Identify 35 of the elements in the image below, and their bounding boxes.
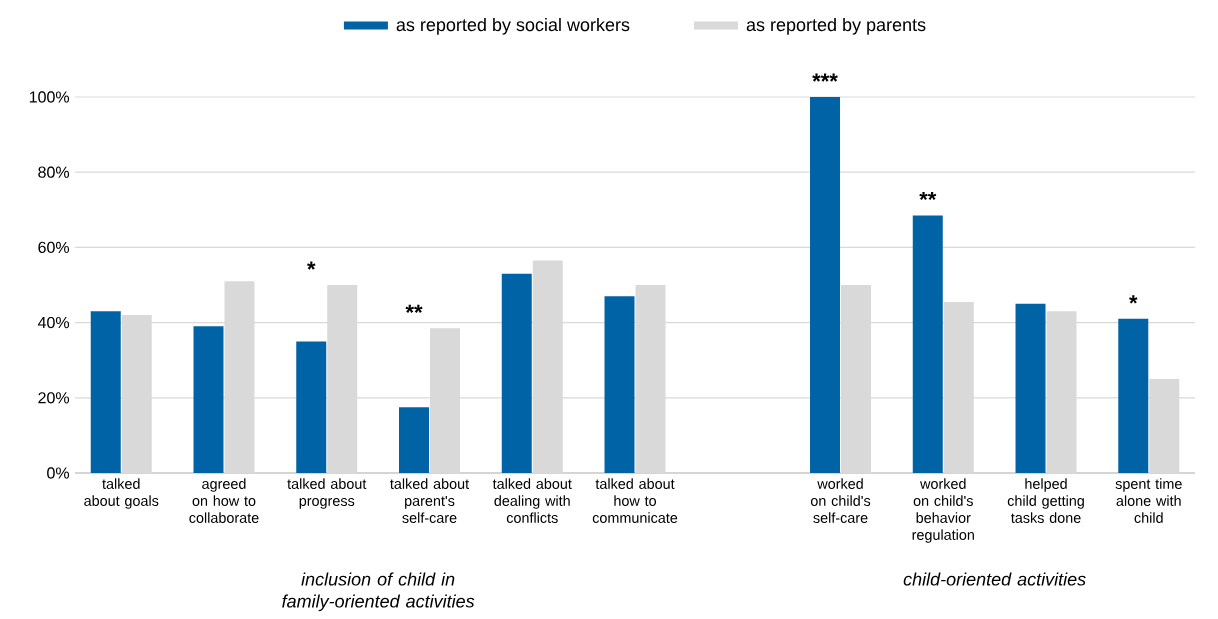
- y-tick-label: 40%: [37, 316, 70, 329]
- x-tick-label: agreed on how to collaborate: [189, 478, 259, 523]
- bar: [90, 311, 121, 473]
- bar: [501, 273, 532, 473]
- x-tick-label: worked on child's self-care: [810, 478, 871, 523]
- annotation: **: [919, 191, 937, 201]
- y-tick-label: 0%: [47, 467, 70, 479]
- y-tick-label: 60%: [38, 241, 70, 254]
- bar: [399, 407, 430, 473]
- bar: [912, 215, 943, 473]
- annotation: *: [307, 261, 316, 270]
- bar: [193, 326, 224, 473]
- y-tick-label: 20%: [38, 392, 70, 404]
- text: child-oriented activities: [903, 572, 1086, 586]
- bar: [604, 296, 635, 473]
- x-tick-label: helped child getting tasks done: [1007, 478, 1084, 523]
- x-tick-label: talked about dealing with conflicts: [492, 478, 572, 523]
- bar: [296, 341, 327, 473]
- bar: [810, 96, 841, 473]
- y-tick-label: 80%: [38, 166, 70, 178]
- bar: [1015, 303, 1046, 473]
- x-tick-label: talked about parent's self-care: [390, 478, 470, 523]
- annotation: *: [1129, 295, 1138, 304]
- x-tick-label: worked on child's behavior regulation: [912, 478, 974, 543]
- x-tick-label: talked about how to communicate: [592, 478, 678, 523]
- annotation: ***: [812, 73, 838, 82]
- y-tick-label: 100%: [29, 91, 70, 103]
- x-tick-label: spent time alone with child: [1115, 478, 1182, 523]
- bar: [1118, 318, 1149, 473]
- annotation: **: [405, 304, 423, 313]
- text: inclusion of child in family-oriented activities: [282, 572, 475, 612]
- x-tick-label: talked about progress: [287, 478, 367, 509]
- legend-label: as reported by parents: [746, 17, 926, 35]
- x-tick-label: talked about goals: [84, 478, 159, 509]
- legend-label: as reported by social workers: [396, 17, 630, 35]
